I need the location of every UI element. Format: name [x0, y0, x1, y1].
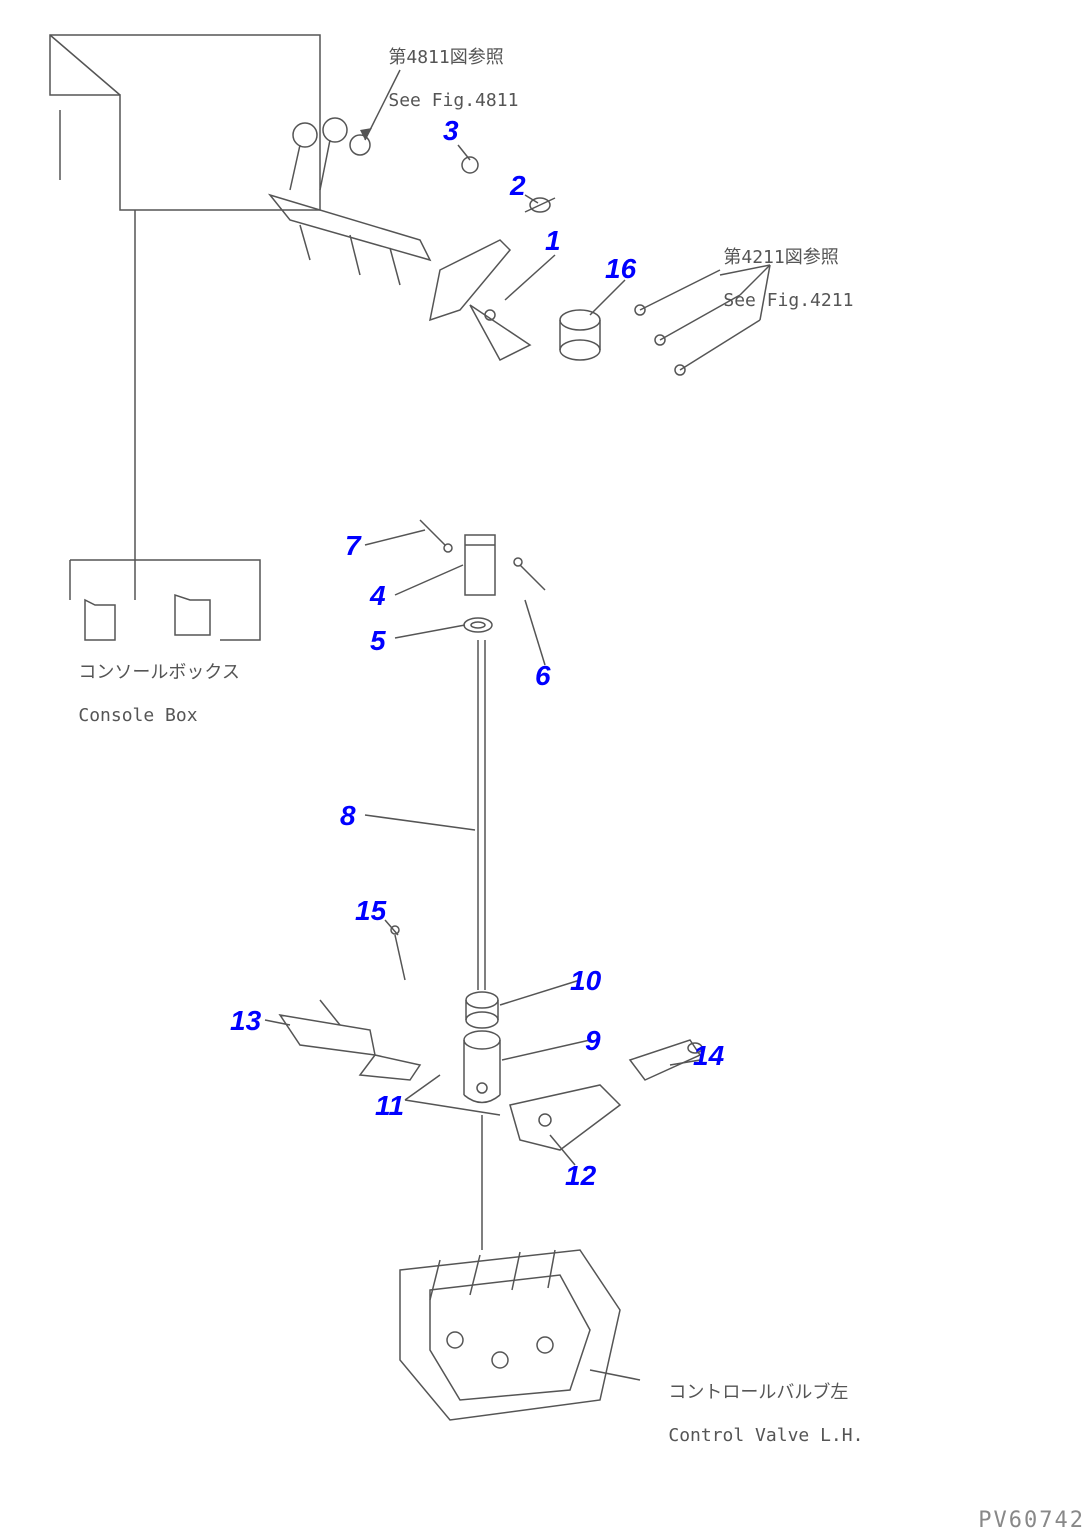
callout-2: 2 [510, 170, 526, 202]
ref-fig-4211: 第4211図参照 See Fig.4211 [680, 225, 853, 333]
diagram-area: 3 2 1 16 7 4 5 6 8 15 10 13 9 14 11 12 第… [0, 0, 1090, 1538]
label-console-box-en: Console Box [78, 705, 197, 726]
ref-fig-4811-en: See Fig.4811 [388, 90, 518, 111]
ref-fig-4211-jp: 第4211図参照 [723, 247, 838, 268]
label-control-valve-en: Control Valve L.H. [668, 1425, 863, 1446]
callout-8: 8 [340, 800, 356, 832]
label-console-box-jp: コンソールボックス [78, 662, 239, 683]
callout-15: 15 [355, 895, 386, 927]
callout-11: 11 [375, 1090, 404, 1122]
drawing-number: PV60742 [978, 1508, 1085, 1533]
callout-9: 9 [585, 1025, 601, 1057]
ref-fig-4211-en: See Fig.4211 [723, 290, 853, 311]
callout-12: 12 [565, 1160, 596, 1192]
callout-6: 6 [535, 660, 551, 692]
callout-10: 10 [570, 965, 601, 997]
ref-fig-4811: 第4811図参照 See Fig.4811 [345, 25, 518, 133]
callout-13: 13 [230, 1005, 261, 1037]
ref-fig-4811-jp: 第4811図参照 [388, 47, 503, 68]
callout-16: 16 [605, 253, 636, 285]
callout-5: 5 [370, 625, 386, 657]
callout-1: 1 [545, 225, 561, 257]
label-control-valve: コントロールバルブ左 Control Valve L.H. [625, 1360, 863, 1468]
callout-4: 4 [370, 580, 386, 612]
label-control-valve-jp: コントロールバルブ左 [668, 1382, 848, 1403]
callout-7: 7 [345, 530, 361, 562]
callout-14: 14 [693, 1040, 724, 1072]
label-console-box: コンソールボックス Console Box [35, 640, 240, 748]
